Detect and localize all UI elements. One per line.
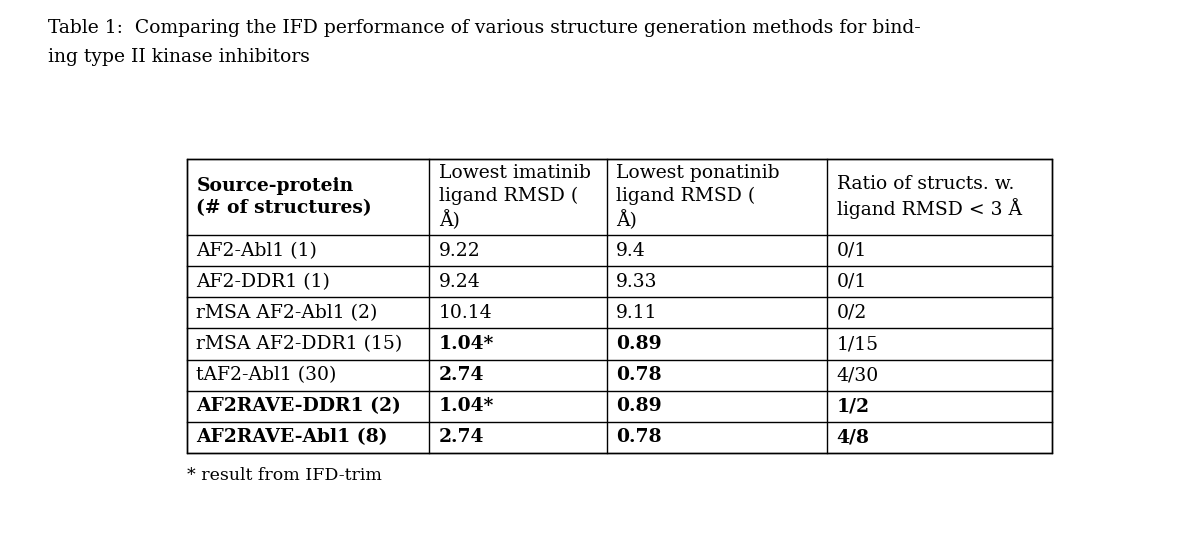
Text: tAF2-Abl1 (30): tAF2-Abl1 (30): [197, 366, 337, 384]
Bar: [187, 159, 1052, 453]
Text: AF2-Abl1 (1): AF2-Abl1 (1): [197, 242, 317, 259]
Text: rMSA AF2-Abl1 (2): rMSA AF2-Abl1 (2): [197, 304, 378, 322]
Text: 0.89: 0.89: [616, 397, 661, 415]
Text: 1.04*: 1.04*: [439, 397, 494, 415]
Text: 10.14: 10.14: [439, 304, 492, 322]
Text: 0/1: 0/1: [836, 273, 866, 291]
Text: 1/15: 1/15: [836, 335, 878, 353]
Text: 0/1: 0/1: [836, 242, 866, 259]
Text: 9.24: 9.24: [439, 273, 480, 291]
Text: 9.33: 9.33: [616, 273, 658, 291]
Text: 2.74: 2.74: [439, 366, 484, 384]
Text: Ratio of structs. w.
ligand RMSD < 3 Å: Ratio of structs. w. ligand RMSD < 3 Å: [836, 174, 1021, 219]
Text: 4/8: 4/8: [836, 429, 870, 446]
Text: 0/2: 0/2: [836, 304, 866, 322]
Text: AF2-DDR1 (1): AF2-DDR1 (1): [197, 273, 330, 291]
Text: 9.11: 9.11: [616, 304, 658, 322]
Text: * result from IFD-trim: * result from IFD-trim: [187, 467, 382, 484]
Text: AF2RAVE-Abl1 (8): AF2RAVE-Abl1 (8): [197, 429, 388, 446]
Text: 9.4: 9.4: [616, 242, 646, 259]
Text: 2.74: 2.74: [439, 429, 484, 446]
Text: Lowest ponatinib
ligand RMSD (
Å): Lowest ponatinib ligand RMSD ( Å): [616, 164, 780, 231]
Text: 1/2: 1/2: [836, 397, 870, 415]
Text: 0.78: 0.78: [616, 366, 661, 384]
Text: 4/30: 4/30: [836, 366, 878, 384]
Text: Table 1:  Comparing the IFD performance of various structure generation methods : Table 1: Comparing the IFD performance o…: [48, 19, 920, 37]
Text: rMSA AF2-DDR1 (15): rMSA AF2-DDR1 (15): [197, 335, 403, 353]
Text: Source-protein
(# of structures): Source-protein (# of structures): [197, 177, 372, 218]
Text: ing type II kinase inhibitors: ing type II kinase inhibitors: [48, 48, 310, 66]
Text: AF2RAVE-DDR1 (2): AF2RAVE-DDR1 (2): [197, 397, 401, 415]
Text: 9.22: 9.22: [439, 242, 480, 259]
Text: 1.04*: 1.04*: [439, 335, 494, 353]
Text: Lowest imatinib
ligand RMSD (
Å): Lowest imatinib ligand RMSD ( Å): [439, 164, 590, 231]
Text: 0.78: 0.78: [616, 429, 661, 446]
Text: 0.89: 0.89: [616, 335, 661, 353]
